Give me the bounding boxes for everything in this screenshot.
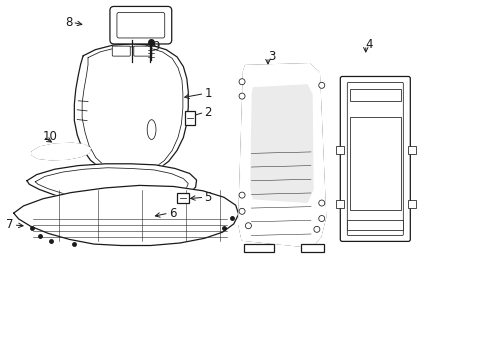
Text: 8: 8 (65, 16, 72, 29)
Circle shape (318, 200, 324, 206)
Bar (184, 111, 194, 125)
Circle shape (245, 223, 251, 229)
Text: 2: 2 (204, 106, 211, 119)
Text: 6: 6 (168, 207, 176, 220)
Text: 4: 4 (365, 39, 372, 51)
Polygon shape (27, 164, 196, 204)
Bar (300, 244, 324, 252)
Bar (177, 193, 189, 203)
Polygon shape (32, 143, 90, 160)
FancyBboxPatch shape (112, 46, 130, 56)
Ellipse shape (147, 120, 156, 139)
Bar (349, 89, 400, 101)
Circle shape (313, 226, 319, 232)
Circle shape (239, 192, 244, 198)
Text: 7: 7 (6, 219, 14, 231)
FancyBboxPatch shape (110, 6, 171, 44)
Polygon shape (250, 85, 312, 202)
Circle shape (239, 79, 244, 85)
Text: 9: 9 (152, 40, 160, 53)
Polygon shape (74, 44, 188, 176)
Bar (346, 220, 403, 230)
Polygon shape (238, 64, 325, 247)
Bar (243, 244, 273, 252)
Bar (407, 146, 415, 154)
FancyBboxPatch shape (340, 76, 409, 242)
Bar (336, 200, 344, 208)
Bar (407, 200, 415, 208)
Bar (349, 117, 400, 210)
FancyBboxPatch shape (134, 46, 151, 56)
Text: 1: 1 (204, 87, 211, 100)
Circle shape (239, 208, 244, 214)
Text: 3: 3 (267, 50, 275, 63)
Text: 5: 5 (204, 191, 211, 204)
Circle shape (318, 216, 324, 221)
Bar (336, 146, 344, 154)
Circle shape (239, 93, 244, 99)
Polygon shape (14, 185, 238, 246)
Circle shape (318, 82, 324, 88)
Text: 10: 10 (43, 130, 58, 143)
